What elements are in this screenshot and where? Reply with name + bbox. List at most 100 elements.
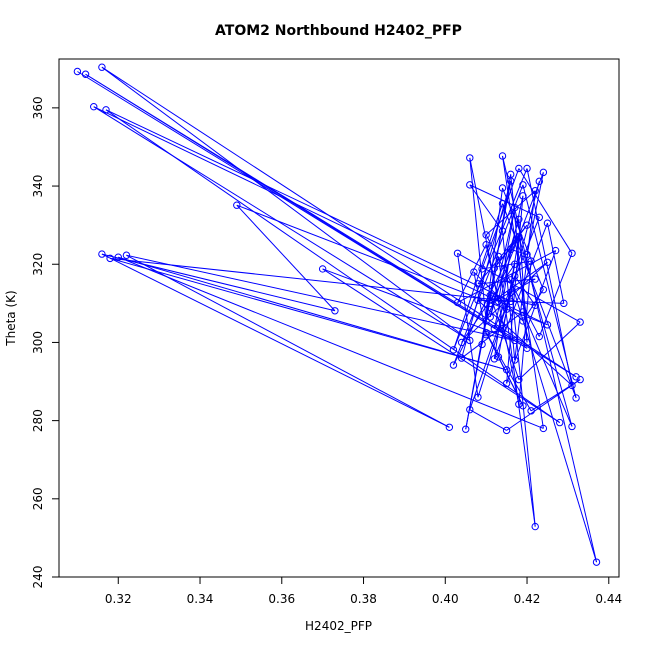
data-point [449,361,458,369]
data-point [482,240,490,249]
series-segment [502,155,598,563]
series-segment [518,236,573,427]
data-point [498,199,507,208]
series-segment [461,311,524,359]
y-axis-label: Theta (K) [4,290,18,346]
data-point [519,317,527,325]
y-tick-label: 320 [31,253,45,276]
x-tick-label: 0.44 [595,592,622,606]
data-point [486,313,494,321]
data-point [543,219,552,227]
data-point [453,298,462,307]
data-point [114,253,122,261]
x-axis-label: H2402_PFP [305,619,372,633]
data-point [506,276,515,284]
series-segment [510,279,536,527]
series-segment [506,250,557,384]
data-point [498,184,507,192]
series-segment [489,295,520,380]
data-point [486,299,494,308]
data-point [527,407,535,415]
data-point [502,426,511,435]
series-segment [477,278,536,285]
series-segment [497,207,516,302]
data-point [523,164,531,173]
data-point [486,291,494,300]
series-segment [457,244,487,303]
data-point [523,221,531,229]
x-tick-label: 0.36 [268,592,295,606]
data-point [515,164,523,173]
data-point [81,70,90,78]
x-tick-label: 0.32 [105,592,132,606]
data-point [556,418,564,427]
data-point [470,268,478,276]
data-point [535,177,543,186]
data-point [474,393,482,401]
series-segment [490,295,536,306]
data-point [539,168,548,177]
series-segment [118,256,544,429]
chart-title: ATOM2 Northbound H2402_PFP [215,23,462,39]
data-point [98,250,106,258]
x-tick-label: 0.42 [514,592,541,606]
series-segment [493,195,524,329]
series-segment [469,292,512,410]
data-point [506,170,515,179]
data-point [498,325,507,333]
series-segment [493,223,548,360]
series-segment [489,261,548,304]
series-segment [101,253,450,428]
data-point [511,203,519,212]
data-point [511,356,519,364]
data-point [535,332,543,341]
data-point [466,336,474,345]
data-point [494,252,503,261]
data-point [318,265,327,273]
data-point [592,558,601,566]
data-point [531,522,539,531]
series-segment [118,256,507,371]
data-point [445,423,454,431]
data-point [515,215,523,223]
series-segment [110,257,511,302]
data-point [523,338,531,347]
data-point [535,213,543,222]
series-segment [473,271,487,335]
data-point [482,317,490,325]
data-series [73,63,601,566]
y-tick-label: 240 [31,566,45,589]
series-segment [493,237,520,269]
series-segment [236,204,336,312]
series-segment [530,379,581,412]
series-segment [109,257,507,371]
data-point [576,318,584,326]
series-segment [489,207,516,318]
data-point [453,249,462,257]
series-segment [485,332,532,412]
data-point [482,231,490,239]
series-segment [469,409,507,431]
data-point [539,424,548,433]
data-point [466,405,474,414]
data-point [106,254,114,263]
series-segment [485,190,536,236]
data-point [122,251,131,259]
series-segment [461,261,548,343]
data-point [506,245,515,254]
data-point [462,425,470,433]
data-point [466,154,474,162]
data-point [560,299,568,308]
data-point [90,102,98,111]
data-point [102,106,110,114]
data-point [576,375,584,384]
data-point [490,325,499,333]
data-point [506,297,515,306]
series-segment [101,66,577,378]
series-segment [514,190,536,361]
data-point [482,328,490,337]
data-point [474,280,482,288]
y-tick-label: 260 [31,487,45,510]
data-point [482,330,490,339]
